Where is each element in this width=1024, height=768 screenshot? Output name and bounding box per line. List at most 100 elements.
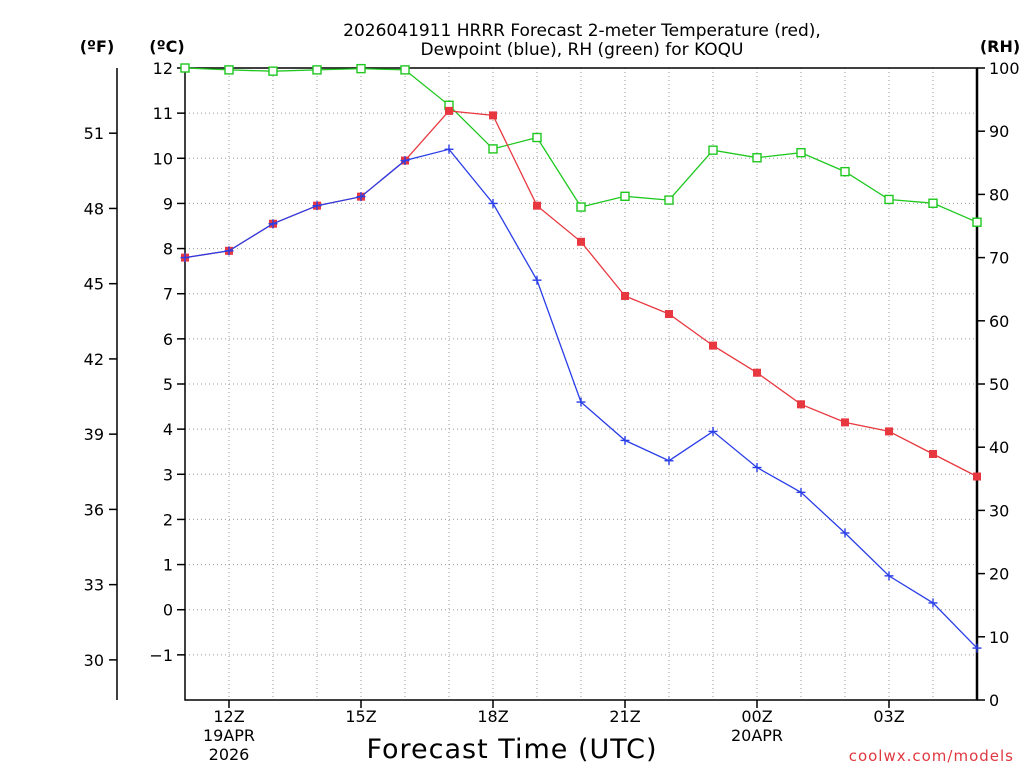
dewpoint-point: [840, 528, 850, 538]
temperature-point: [445, 106, 453, 115]
x-tick-label: 21Z: [609, 707, 640, 726]
fahrenheit-tick-label: 48: [84, 199, 104, 218]
rh-tick-label: 20: [989, 565, 1009, 584]
rh-tick-label: 60: [989, 312, 1009, 331]
grid-lines: [185, 68, 977, 700]
dewpoint-point: [664, 456, 674, 466]
rh-point: [972, 217, 982, 227]
rh-point: [488, 144, 498, 154]
fahrenheit-unit-label: (ºF): [80, 37, 115, 56]
rh-point: [840, 166, 850, 177]
temperature-point: [621, 291, 629, 300]
rh-tick-label: 40: [989, 438, 1009, 457]
dewpoint-point: [312, 201, 322, 211]
dewpoint-point: [928, 598, 938, 608]
rh-line: [184, 67, 978, 223]
rh-tick-label: 90: [989, 122, 1009, 141]
rh-point: [312, 65, 322, 75]
rh-unit-label: (RH): [980, 37, 1020, 56]
dewpoint-point: [532, 275, 542, 285]
rh-point: [884, 194, 894, 205]
x-tick-date-label: 19APR: [203, 726, 255, 745]
celsius-tick-label: 6: [163, 330, 173, 349]
temperature-point: [797, 400, 805, 409]
fahrenheit-tick-label: 39: [84, 425, 104, 444]
rh-tick-label: 0: [989, 691, 999, 710]
temperature-point: [489, 111, 497, 120]
dewpoint-point: [708, 426, 718, 436]
rh-point: [268, 66, 278, 76]
fahrenheit-tick-label: 51: [84, 124, 104, 143]
dewpoint-point: [224, 246, 234, 256]
rh-point: [796, 147, 806, 158]
x-tick-label: 03Z: [873, 707, 904, 726]
dewpoint-point: [884, 571, 894, 581]
x-tick-label: 15Z: [345, 707, 376, 726]
rh-tick-label: 70: [989, 249, 1009, 268]
rh-tick-label: 50: [989, 375, 1009, 394]
rh-tick-label: 100: [989, 59, 1020, 78]
rh-point: [620, 191, 630, 201]
temperature-point: [577, 237, 585, 246]
chart-title-line-1: 2026041911 HRRR Forecast 2-meter Tempera…: [343, 21, 821, 41]
celsius-tick-label: 3: [163, 465, 173, 484]
rh-point: [664, 195, 674, 205]
dewpoint-point: [268, 219, 278, 229]
rh-point: [752, 153, 762, 163]
fahrenheit-tick-label: 30: [84, 651, 104, 670]
celsius-tick-label: 2: [163, 510, 173, 529]
dewpoint-point: [444, 144, 454, 154]
x-tick-label: 18Z: [477, 707, 508, 726]
dewpoint-point: [620, 435, 630, 445]
rh-tick-label: 10: [989, 628, 1009, 647]
fahrenheit-tick-label: 33: [84, 576, 104, 595]
dewpoint-point: [180, 253, 190, 263]
rh-point: [224, 65, 234, 75]
celsius-tick-label: 5: [163, 375, 173, 394]
celsius-tick-label: 9: [163, 194, 173, 213]
celsius-tick-label: 12: [153, 59, 173, 78]
credit-label: coolwx.com/models: [849, 747, 1014, 765]
celsius-tick-label: 7: [163, 285, 173, 304]
temperature-point: [885, 427, 893, 436]
celsius-unit-label: (ºC): [149, 37, 184, 56]
rh-point: [928, 198, 938, 208]
temperature-point: [973, 472, 981, 481]
celsius-tick-label: 4: [163, 420, 173, 439]
dewpoint-point: [752, 463, 762, 473]
fahrenheit-tick-label: 45: [84, 275, 104, 294]
temperature-point: [929, 449, 937, 458]
temperature-point: [753, 368, 761, 377]
dewpoint-point: [400, 156, 410, 166]
rh-tick-label: 30: [989, 501, 1009, 520]
rh-point: [708, 145, 718, 155]
rh-point: [356, 63, 366, 74]
x-tick-label: 12Z: [213, 707, 244, 726]
chart-title-line-2: Dewpoint (blue), RH (green) for KOQU: [421, 40, 744, 60]
dewpoint-point: [796, 487, 806, 497]
temperature-point: [665, 310, 673, 319]
celsius-tick-label: 1: [163, 556, 173, 575]
dewpoint-point: [576, 397, 586, 407]
rh-point: [180, 63, 190, 73]
celsius-tick-label: 8: [163, 240, 173, 259]
x-tick-label: 00Z: [741, 707, 772, 726]
x-tick-date-label: 20APR: [731, 726, 783, 745]
celsius-tick-label: 11: [153, 104, 173, 123]
rh-tick-label: 80: [989, 185, 1009, 204]
rh-point: [576, 202, 586, 212]
x-axis-label: Forecast Time (UTC): [366, 734, 657, 765]
rh-point: [532, 132, 542, 143]
temperature-point: [709, 341, 717, 350]
celsius-tick-label: 10: [153, 149, 173, 168]
series-layer: [180, 63, 982, 653]
fahrenheit-tick-label: 36: [84, 500, 104, 519]
dewpoint-point: [356, 192, 366, 202]
dewpoint-point: [488, 198, 498, 208]
rh-point: [400, 65, 410, 75]
celsius-tick-label: −1: [149, 646, 173, 665]
dewpoint-point: [972, 643, 982, 653]
celsius-tick-label: 0: [163, 601, 173, 620]
temperature-point: [533, 201, 541, 210]
axes: −101234567891011123033363942454851010203…: [84, 59, 1020, 764]
